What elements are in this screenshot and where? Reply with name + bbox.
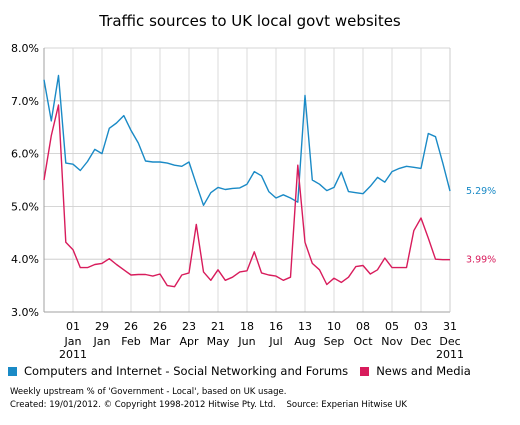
x-tick-month: Mar	[150, 335, 171, 348]
x-tick-month: Aug	[294, 335, 315, 348]
chart-title: Traffic sources to UK local govt website…	[99, 12, 401, 30]
y-tick-label: 6.0%	[11, 148, 39, 161]
line-chart: 3.0%4.0%5.0%6.0%7.0%8.0%01Jan201129Jan26…	[11, 42, 496, 361]
series-line-news-media	[43, 104, 450, 288]
x-tick-month: Oct	[353, 335, 373, 348]
legend-item-news-media[interactable]: News and Media	[360, 364, 471, 378]
x-tick-day: 16	[269, 320, 283, 333]
y-tick-label: 7.0%	[11, 95, 39, 108]
x-tick-month: Nov	[381, 335, 403, 348]
x-tick-month: Jan	[93, 335, 111, 348]
x-tick-month: Sep	[324, 335, 345, 348]
y-tick-label: 3.0%	[11, 306, 39, 319]
x-tick-day: 03	[414, 320, 428, 333]
x-tick-month: Jan	[64, 335, 82, 348]
series-line-social-networking	[43, 74, 451, 207]
x-tick-day: 29	[95, 320, 109, 333]
x-tick-month: Jun	[237, 335, 255, 348]
tick-labels: 3.0%4.0%5.0%6.0%7.0%8.0%01Jan201129Jan26…	[11, 42, 496, 361]
series-lines	[43, 74, 451, 288]
legend-label-news-media: News and Media	[376, 364, 471, 378]
end-label-news-media: 3.99%	[466, 255, 496, 266]
x-tick-day: 18	[240, 320, 254, 333]
x-tick-month: Dec	[410, 335, 431, 348]
legend-swatch-news-media	[360, 366, 370, 376]
x-tick-day: 05	[385, 320, 399, 333]
x-tick-month: May	[207, 335, 230, 348]
x-tick-day: 01	[66, 320, 80, 333]
footer-credit: Created: 19/01/2012. © Copyright 1998-20…	[10, 400, 407, 410]
x-tick-month: Apr	[179, 335, 199, 348]
legend-item-social-networking[interactable]: Computers and Internet - Social Networki…	[8, 364, 348, 378]
end-label-social-networking: 5.29%	[466, 186, 496, 197]
x-tick-month: Dec	[439, 335, 460, 348]
legend: Computers and Internet - Social Networki…	[8, 364, 483, 378]
x-tick-day: 26	[124, 320, 138, 333]
legend-swatch-social-networking	[8, 366, 17, 376]
x-tick-day: 10	[327, 320, 341, 333]
footer: Weekly upstream % of 'Government - Local…	[10, 386, 407, 412]
y-tick-label: 8.0%	[11, 42, 39, 55]
legend-label-social-networking: Computers and Internet - Social Networki…	[24, 364, 349, 378]
x-tick-day: 21	[211, 320, 225, 333]
x-tick-year: 2011	[59, 348, 87, 361]
grid-lines	[44, 47, 451, 313]
x-tick-year: 2011	[436, 348, 464, 361]
x-tick-day: 26	[153, 320, 167, 333]
footer-note: Weekly upstream % of 'Government - Local…	[10, 387, 287, 397]
x-tick-day: 31	[443, 320, 457, 333]
x-tick-day: 08	[356, 320, 370, 333]
x-tick-day: 13	[298, 320, 312, 333]
y-tick-label: 5.0%	[11, 200, 39, 213]
x-tick-month: Jul	[268, 335, 282, 348]
y-tick-label: 4.0%	[11, 253, 39, 266]
x-tick-month: Feb	[121, 335, 140, 348]
x-tick-day: 23	[182, 320, 196, 333]
